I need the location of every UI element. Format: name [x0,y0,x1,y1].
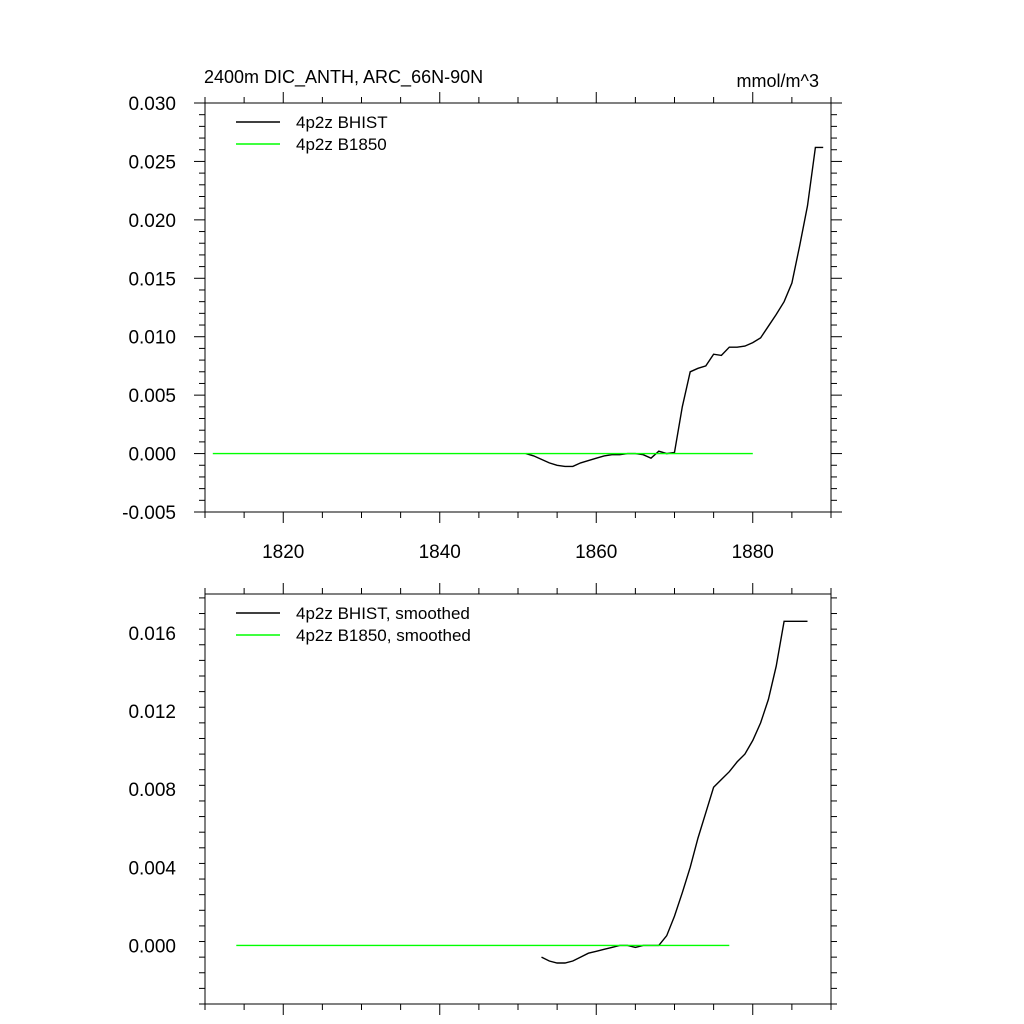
top-panel: 2400m DIC_ANTH, ARC_66N-90N mmol/m^3 -0.… [122,67,842,563]
bottom-axis-ticks [199,583,837,1015]
y-tick-label: -0.005 [122,503,176,524]
y-tick-label: 0.004 [128,858,176,879]
legend-label: 4p2z BHIST, smoothed [296,604,470,623]
y-tick-label: 0.030 [128,94,176,115]
top-x-tick-labels: 1820 1840 1860 1880 [262,542,774,563]
top-y-tick-labels: -0.005 0.000 0.005 0.010 0.015 0.020 0.025 0.03… [122,94,176,524]
y-tick-label: 0.016 [128,624,176,645]
y-tick-label: 0.000 [128,936,176,957]
legend-label: 4p2z BHIST [296,113,388,132]
bottom-panel: 0.000 0.004 0.008 0.012 0.016 4p2z BHIST, sm… [128,583,837,1015]
top-units: mmol/m^3 [737,71,819,91]
bottom-y-tick-labels: 0.000 0.004 0.008 0.012 0.016 [128,624,176,957]
x-tick-label: 1840 [419,542,461,563]
y-tick-label: 0.025 [128,152,176,173]
top-series-group [212,146,824,468]
y-tick-label: 0.005 [128,386,176,407]
y-tick-label: 0.015 [128,269,176,290]
x-tick-label: 1880 [732,542,774,563]
bottom-series-group [236,620,808,964]
y-tick-label: 0.020 [128,211,176,232]
series-line-0 [525,146,824,468]
x-tick-label: 1820 [262,542,304,563]
top-plot-frame [204,102,832,513]
y-tick-label: 0.010 [128,328,176,349]
legend-label: 4p2z B1850, smoothed [296,626,471,645]
top-title: 2400m DIC_ANTH, ARC_66N-90N [204,67,483,88]
series-line-0 [541,620,808,964]
y-tick-label: 0.012 [128,702,176,723]
bottom-plot-frame [204,593,832,1005]
top-legend: 4p2z BHIST 4p2z B1850 [236,113,388,154]
y-tick-label: 0.000 [128,445,176,466]
legend-label: 4p2z B1850 [296,135,387,154]
bottom-legend: 4p2z BHIST, smoothed 4p2z B1850, smoothed [236,604,471,645]
y-tick-label: 0.008 [128,780,176,801]
x-tick-label: 1860 [575,542,617,563]
top-axis-ticks [194,92,842,523]
